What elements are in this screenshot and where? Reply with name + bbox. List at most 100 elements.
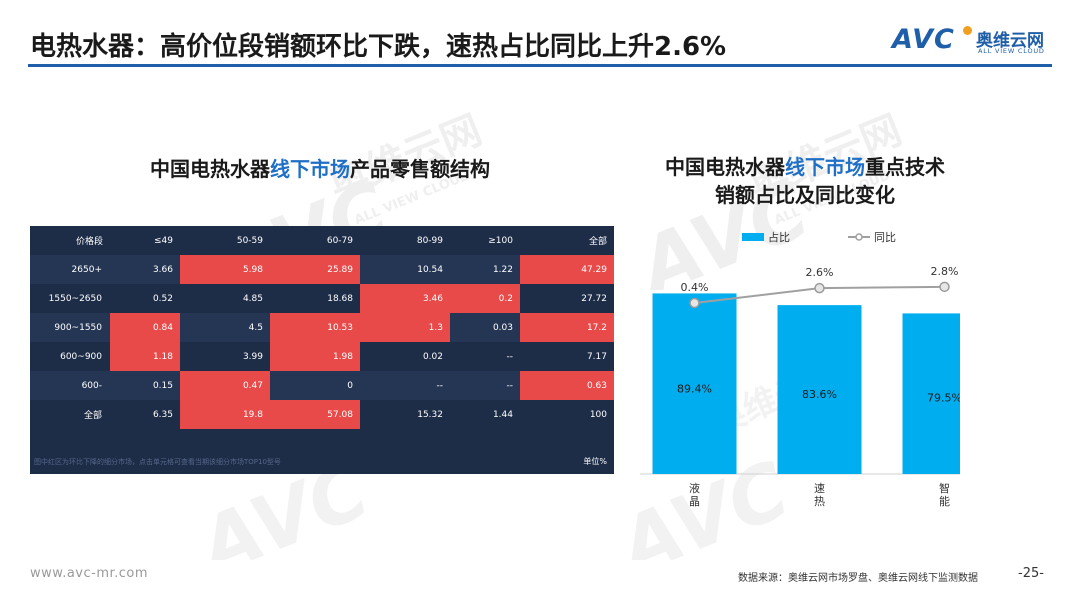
page-title: 电热水器：高价位段销额环比下跌，速热占比同比上升2.6% — [30, 32, 727, 62]
footer-url[interactable]: www.avc-mr.com — [30, 566, 149, 581]
table-note: 图中红区为环比下降的细分市场，点击单元格可查看当期该细分市场TOP10型号 — [34, 458, 281, 466]
logo-dot-icon — [963, 26, 972, 35]
table-row: 600- 0.15 0.47 0 -- -- 0.63 — [30, 371, 614, 400]
table-col-header: ≤49 — [110, 226, 180, 255]
logo-cn-text: 奥维云网 — [976, 31, 1044, 51]
footer-source: 数据来源：奥维云网市场罗盘、奥维云网线下监测数据 — [738, 573, 978, 584]
table-footer: 图中红区为环比下降的细分市场，点击单元格可查看当期该细分市场TOP10型号 单位… — [30, 454, 614, 474]
left-title-pre: 中国电热水器 — [150, 157, 270, 181]
table-row: 全部 6.35 19.8 57.08 15.32 1.44 100 — [30, 400, 614, 429]
table-col-header: 价格段 — [30, 226, 110, 255]
right-panel-title: 中国电热水器线下市场重点技术 销额占比及同比变化 — [650, 153, 960, 209]
yoy-point — [814, 282, 825, 294]
bar-data-label: 79.5% — [927, 392, 960, 405]
table-cell[interactable]: 0 — [270, 371, 360, 400]
table-row: 600~900 1.18 3.99 1.98 0.02 -- 7.17 — [30, 342, 614, 371]
table-cell[interactable]: -- — [360, 371, 450, 400]
company-logo: AVC 奥维云网 ALL VIEW CLOUD — [892, 24, 1062, 60]
table-cell[interactable]: 1.3 — [360, 313, 450, 342]
right-title-line2: 销额占比及同比变化 — [715, 183, 895, 207]
yoy-point — [939, 281, 950, 293]
table-cell[interactable]: 4.5 — [180, 313, 270, 342]
table-col-header: 60-79 — [270, 226, 360, 255]
bar — [902, 313, 960, 474]
table-cell[interactable]: 0.02 — [360, 342, 450, 371]
table-cell[interactable]: 1.98 — [270, 342, 360, 371]
table-cell[interactable]: 0.63 — [520, 371, 614, 400]
x-tick-label: 液晶 — [689, 481, 700, 508]
price-segment-table: 价格段 ≤49 50-59 60-79 80-99 ≥100 全部 2650+ 3.66 5.9… — [30, 226, 614, 474]
table-row-label: 1550~2650 — [30, 284, 110, 313]
right-title-highlight: 线下市场 — [785, 155, 865, 179]
table-col-header: 50-59 — [180, 226, 270, 255]
header-rule — [28, 64, 1052, 67]
table-cell[interactable]: 18.68 — [270, 284, 360, 313]
bar — [652, 293, 737, 474]
table-row: 2650+ 3.66 5.98 25.89 10.54 1.22 47.29 — [30, 255, 614, 284]
table-cell[interactable]: -- — [450, 371, 520, 400]
right-title-pre: 中国电热水器 — [665, 155, 785, 179]
right-title-post: 重点技术 — [865, 155, 945, 179]
table-cell[interactable]: 17.2 — [520, 313, 614, 342]
table-header-row: 价格段 ≤49 50-59 60-79 80-99 ≥100 全部 — [30, 226, 614, 255]
bar — [777, 305, 862, 474]
table-cell[interactable]: 57.08 — [270, 400, 360, 429]
table-unit: 单位% — [583, 457, 607, 466]
left-title-highlight: 线下市场 — [270, 157, 350, 181]
table-row-label: 600- — [30, 371, 110, 400]
table-cell[interactable]: 6.35 — [110, 400, 180, 429]
yoy-data-label: 2.8% — [931, 265, 959, 278]
table-col-header: ≥100 — [450, 226, 520, 255]
table-row-label: 900~1550 — [30, 313, 110, 342]
legend-label-yoy: 同比 — [874, 231, 896, 244]
table-cell[interactable]: 4.85 — [180, 284, 270, 313]
table-cell[interactable]: 5.98 — [180, 255, 270, 284]
table-cell[interactable]: 1.44 — [450, 400, 520, 429]
table-cell[interactable]: 3.66 — [110, 255, 180, 284]
table-cell[interactable]: 3.46 — [360, 284, 450, 313]
table-cell[interactable]: 0.2 — [450, 284, 520, 313]
table-cell[interactable]: 1.22 — [450, 255, 520, 284]
table-cell[interactable]: 0.84 — [110, 313, 180, 342]
table-cell[interactable]: 0.52 — [110, 284, 180, 313]
table-col-header: 80-99 — [360, 226, 450, 255]
table-cell[interactable]: 0.15 — [110, 371, 180, 400]
table-cell[interactable]: 7.17 — [520, 342, 614, 371]
table-row-label: 2650+ — [30, 255, 110, 284]
page-number: -25- — [1018, 566, 1044, 581]
table-row: 900~1550 0.84 4.5 10.53 1.3 0.03 17.2 — [30, 313, 614, 342]
right-title-line1: 中国电热水器线下市场重点技术 — [650, 153, 960, 181]
legend-swatch-share — [742, 233, 764, 241]
table-cell[interactable]: 47.29 — [520, 255, 614, 284]
legend-marker-yoy — [855, 233, 863, 241]
logo-avc-text: AVC — [892, 24, 955, 55]
left-title-post: 产品零售额结构 — [350, 157, 490, 181]
left-panel-title: 中国电热水器线下市场产品零售额结构 — [150, 153, 490, 182]
yoy-data-label: 0.4% — [681, 281, 709, 294]
yoy-data-label: 2.6% — [806, 266, 834, 279]
x-tick-label: 智能 — [939, 481, 950, 508]
table-col-header: 全部 — [520, 226, 614, 255]
table-cell[interactable]: 10.53 — [270, 313, 360, 342]
table-cell[interactable]: 3.99 — [180, 342, 270, 371]
tech-share-chart: 占比 同比 89.4% 液晶 83.6% 速热 79.5% 智能 0.4% 2.6% 2.8% — [640, 230, 960, 508]
table-cell[interactable]: 100 — [520, 400, 614, 429]
table-row-label: 全部 — [30, 400, 110, 429]
bar-data-label: 89.4% — [677, 383, 712, 396]
table-cell[interactable]: 27.72 — [520, 284, 614, 313]
table-cell[interactable]: -- — [450, 342, 520, 371]
table-cell[interactable]: 0.47 — [180, 371, 270, 400]
x-tick-label: 速热 — [814, 482, 825, 508]
table-cell[interactable]: 25.89 — [270, 255, 360, 284]
table-cell[interactable]: 15.32 — [360, 400, 450, 429]
table-row-label: 600~900 — [30, 342, 110, 371]
table-cell[interactable]: 0.03 — [450, 313, 520, 342]
table-cell[interactable]: 1.18 — [110, 342, 180, 371]
bar-data-label: 83.6% — [802, 388, 837, 401]
table-cell[interactable]: 19.8 — [180, 400, 270, 429]
yoy-point — [689, 297, 700, 309]
table-cell[interactable]: 10.54 — [360, 255, 450, 284]
logo-en-text: ALL VIEW CLOUD — [978, 47, 1045, 55]
table-row: 1550~2650 0.52 4.85 18.68 3.46 0.2 27.72 — [30, 284, 614, 313]
legend-label-share: 占比 — [768, 230, 790, 244]
